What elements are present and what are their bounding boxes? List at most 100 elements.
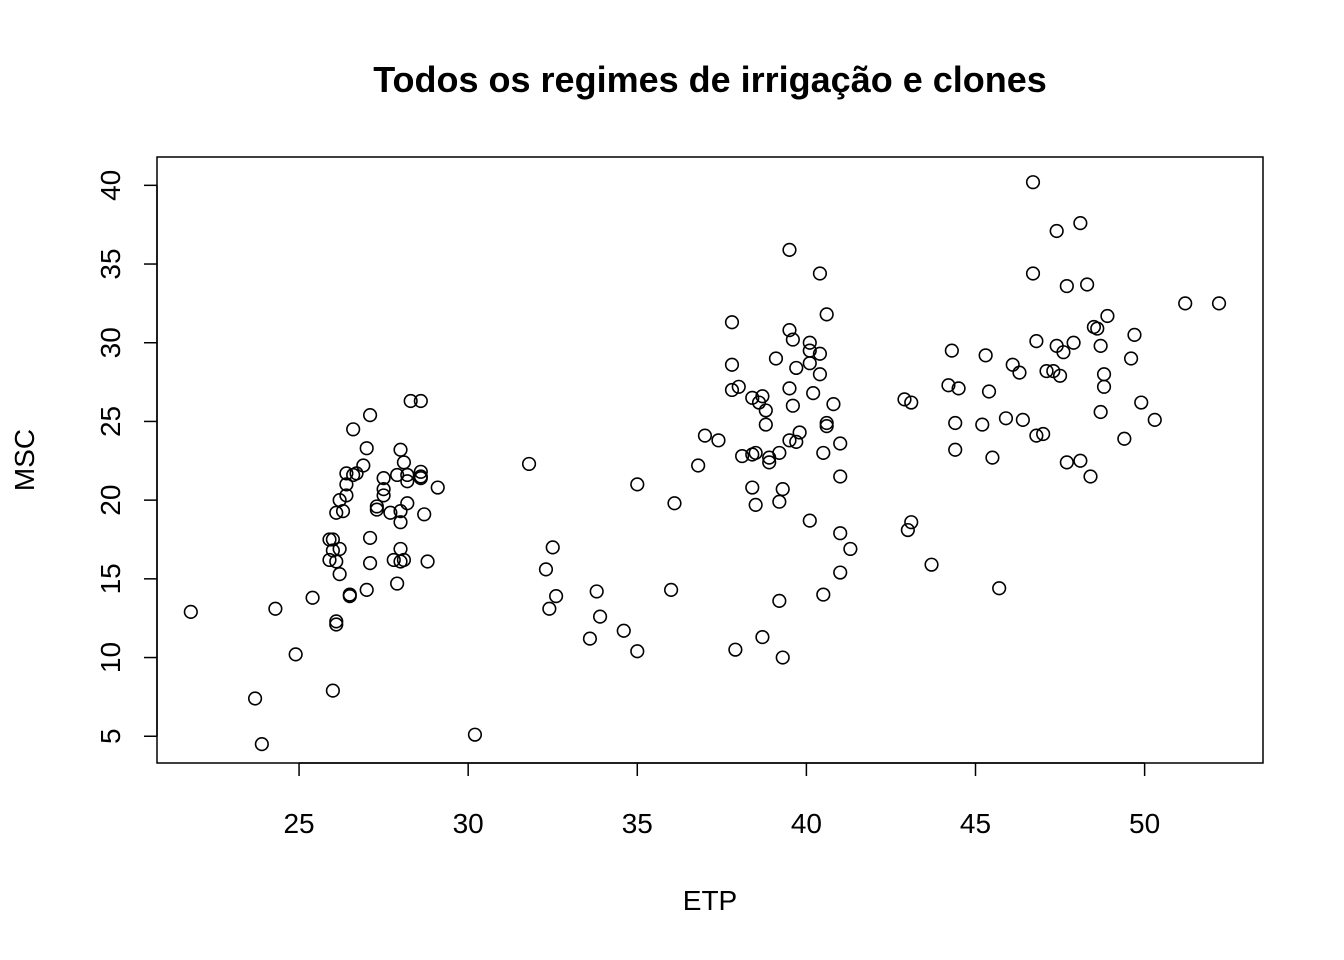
- data-point: [1025, 175, 1041, 190]
- data-point: [396, 455, 412, 470]
- data-point: [785, 398, 800, 413]
- data-point: [748, 445, 763, 461]
- x-tick-label: 25: [283, 808, 314, 839]
- data-point: [376, 482, 391, 497]
- data-point: [816, 587, 831, 602]
- data-point: [978, 348, 993, 363]
- x-axis: 25 30 35 40 45 50: [283, 762, 1160, 839]
- data-point: [1083, 469, 1098, 484]
- data-point: [342, 587, 357, 602]
- data-point: [782, 381, 797, 396]
- data-point: [247, 691, 263, 706]
- data-point: [376, 471, 391, 486]
- data-point: [785, 332, 800, 347]
- data-point: [1012, 365, 1027, 380]
- data-point: [592, 609, 608, 624]
- data-point: [1096, 367, 1112, 382]
- data-point: [400, 496, 415, 511]
- y-tick-label: 25: [95, 406, 126, 437]
- data-point: [346, 422, 361, 437]
- data-point: [724, 315, 740, 330]
- data-point: [758, 417, 773, 432]
- x-tick-label: 30: [453, 808, 484, 839]
- data-point: [329, 554, 344, 569]
- data-point: [772, 445, 787, 461]
- y-tick-label: 10: [95, 642, 126, 673]
- data-point: [329, 614, 344, 629]
- data-point: [819, 419, 834, 434]
- data-point: [789, 360, 804, 376]
- data-point: [833, 436, 848, 451]
- y-axis: 5 10 15 20 25 30 35 40: [95, 170, 158, 744]
- data-point: [948, 442, 963, 457]
- data-point: [1100, 308, 1115, 324]
- data-point: [975, 417, 990, 432]
- data-point: [833, 526, 848, 541]
- data-point: [1059, 278, 1074, 294]
- data-point: [944, 343, 959, 358]
- data-point: [833, 565, 848, 580]
- data-point: [745, 480, 760, 495]
- data-point: [731, 379, 746, 394]
- data-point: [393, 442, 408, 457]
- data-point: [413, 469, 428, 484]
- data-point: [772, 593, 787, 608]
- data-point: [711, 433, 726, 448]
- data-point: [332, 567, 347, 582]
- data-point: [802, 356, 817, 371]
- data-point: [1039, 363, 1054, 379]
- data-point: [812, 346, 828, 361]
- data-point: [339, 466, 354, 481]
- data-point: [1073, 216, 1088, 231]
- data-point: [1025, 266, 1041, 281]
- data-point: [1073, 453, 1088, 468]
- data-point: [792, 425, 807, 440]
- data-point: [430, 480, 445, 495]
- y-tick-label: 40: [95, 170, 126, 201]
- data-point: [819, 415, 834, 431]
- data-point: [816, 445, 831, 461]
- data-point: [667, 496, 682, 511]
- data-point: [329, 617, 344, 632]
- data-point: [897, 392, 912, 407]
- y-axis-label: MSC: [9, 429, 40, 491]
- data-point: [728, 642, 743, 657]
- data-point: [782, 323, 797, 338]
- data-point: [630, 644, 645, 659]
- data-point: [400, 474, 415, 489]
- y-tick-label: 20: [95, 485, 126, 516]
- data-point: [1056, 345, 1071, 360]
- data-point: [1093, 338, 1108, 353]
- data-point: [322, 552, 337, 568]
- data-point: [1066, 335, 1081, 350]
- data-point: [329, 505, 344, 520]
- data-point: [420, 554, 435, 569]
- data-point: [183, 604, 198, 619]
- data-point: [1093, 404, 1108, 420]
- data-point: [376, 488, 391, 503]
- plot-frame: [156, 156, 1264, 764]
- data-point: [254, 737, 269, 752]
- data-point: [390, 576, 405, 591]
- data-point: [768, 351, 784, 366]
- x-axis-label: ETP: [683, 885, 737, 916]
- data-point: [758, 403, 773, 418]
- data-point: [288, 647, 303, 662]
- data-point: [1096, 379, 1112, 394]
- data-point: [1052, 368, 1068, 383]
- data-point: [521, 456, 537, 472]
- data-point: [762, 455, 777, 470]
- data-point: [542, 601, 557, 616]
- y-tick-label: 15: [95, 563, 126, 594]
- data-point: [998, 411, 1014, 426]
- data-point: [630, 477, 645, 492]
- data-point: [1211, 296, 1227, 311]
- data-point: [1090, 321, 1105, 336]
- data-point: [1015, 412, 1030, 427]
- data-point: [775, 482, 790, 497]
- data-point: [417, 507, 432, 522]
- y-tick-label: 35: [95, 248, 126, 279]
- data-point: [589, 584, 604, 599]
- data-point: [1005, 357, 1020, 372]
- data-point: [789, 434, 804, 449]
